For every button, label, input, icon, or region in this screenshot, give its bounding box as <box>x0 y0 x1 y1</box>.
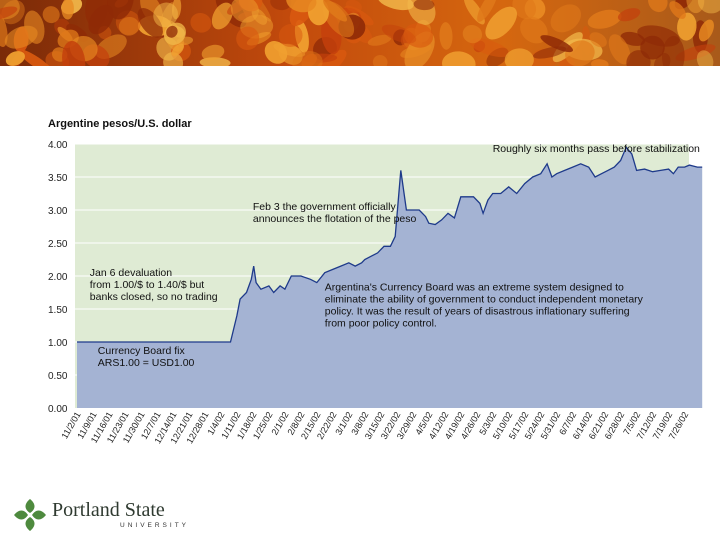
leaf-shape <box>286 0 317 13</box>
leaf-shape <box>344 5 374 26</box>
leaf-shape <box>686 0 705 14</box>
annotation-line: from poor policy control. <box>325 318 437 330</box>
annotation-line: from 1.00/$ to 1.40/$ but <box>90 279 204 291</box>
chart-annotation: Jan 6 devaluation from 1.00/$ to 1.40/$ b… <box>90 267 218 303</box>
leaf-shape <box>504 48 534 66</box>
annotation-line: Jan 6 devaluation <box>90 267 172 279</box>
leaf-shape <box>0 12 8 48</box>
leaf-shape <box>512 0 537 20</box>
logo-university: UNIVERSITY <box>120 522 190 529</box>
leaf-shape <box>62 40 86 66</box>
leaf-shape <box>264 41 288 64</box>
leaf-shape <box>413 0 435 11</box>
leaf-shape <box>617 8 641 22</box>
leaf-shape <box>313 49 347 66</box>
logo-name: Portland State <box>52 499 165 521</box>
leaf-shape <box>485 6 517 40</box>
leaf-shape <box>372 54 388 66</box>
leaf-shape <box>608 34 631 65</box>
chart-annotation: Currency Board fix ARS1.00 = USD1.00 <box>98 345 195 369</box>
leaf-shape <box>88 4 114 35</box>
leaf-shape <box>477 0 498 22</box>
leaf-shape <box>442 51 476 66</box>
y-tick-label: 1.50 <box>48 305 68 316</box>
leaf-shape <box>61 0 74 20</box>
leaf-shape <box>591 59 609 66</box>
leaf-shape <box>118 16 140 36</box>
annotation-line: Feb 3 the government officially <box>253 201 397 213</box>
annotation-line: eliminate the ability of government to c… <box>325 294 644 306</box>
leaf-shape <box>211 2 233 30</box>
leaf-shape <box>648 0 668 13</box>
leaf-shape <box>565 40 595 66</box>
leaf-shape <box>190 12 212 33</box>
leaf-shape <box>696 50 714 66</box>
y-tick-label: 4.00 <box>48 140 68 151</box>
exchange-rate-area <box>77 147 703 409</box>
leaf-shape <box>589 32 607 48</box>
chart-annotation: Roughly six months pass before stabiliza… <box>493 143 700 155</box>
leaf-shape <box>323 0 348 22</box>
y-tick-label: 3.50 <box>48 173 68 184</box>
leaf-shape <box>292 51 323 66</box>
portland-state-logo: Portland State UNIVERSITY <box>12 497 186 533</box>
chart-annotation: Feb 3 the government officially announces… <box>253 201 417 225</box>
annotation-line: banks closed, so no trading <box>90 291 218 303</box>
leaf-shape <box>18 49 55 66</box>
leaf-shape <box>345 0 362 13</box>
leaf-shape <box>0 6 18 21</box>
leaf-shape <box>661 35 685 66</box>
exchange-rate-line <box>77 146 703 343</box>
leaf-shape <box>4 25 38 49</box>
leaf-shape <box>367 34 392 46</box>
y-tick-label: 2.50 <box>48 239 68 250</box>
leaf-shape <box>201 44 225 61</box>
annotation-line: Currency Board fix <box>98 345 186 357</box>
leaf-shape <box>675 44 716 62</box>
leaf-shape <box>278 23 303 48</box>
chart-title: Argentine pesos/U.S. dollar <box>48 118 192 130</box>
leaf-shape <box>550 4 581 33</box>
leaf-shape <box>107 0 134 20</box>
annotation-line: policy. It was the result of years of di… <box>325 306 630 318</box>
autumn-leaves-banner <box>0 0 720 66</box>
leaf-shape <box>230 0 259 23</box>
leaf-shape <box>439 22 453 50</box>
leaf-shape <box>236 26 260 51</box>
leaf-shape <box>677 12 697 41</box>
annotation-line: ARS1.00 = USD1.00 <box>98 357 195 369</box>
psu-emblem-icon <box>14 499 46 531</box>
annotation-line: announces the flotation of the peso <box>253 213 417 225</box>
leaf-shape <box>166 25 178 38</box>
leaf-shape <box>301 53 317 66</box>
y-tick-label: 1.00 <box>48 338 68 349</box>
y-tick-label: 3.00 <box>48 206 68 217</box>
annotation-line: Argentina's Currency Board was an extrem… <box>325 282 624 294</box>
leaf-shape <box>462 24 483 44</box>
leaf-shape <box>640 35 665 60</box>
leaf-shape <box>5 51 25 66</box>
leaf-shape <box>587 9 622 29</box>
leaf-shape <box>137 7 163 38</box>
leaf-shape <box>270 0 292 11</box>
leaf-shape <box>171 43 184 56</box>
chart-annotation: Argentina's Currency Board was an extrem… <box>325 282 644 330</box>
leaf-shape <box>698 19 714 42</box>
annotation-line: Roughly six months pass before stabiliza… <box>493 143 700 155</box>
y-tick-label: 2.00 <box>48 272 68 283</box>
leaf-shape <box>163 52 184 66</box>
leaf-shape <box>42 6 60 24</box>
leaf-shape <box>669 1 686 19</box>
leaf-shape <box>403 23 434 48</box>
y-tick-label: 0.00 <box>48 404 68 415</box>
y-tick-label: 0.50 <box>48 371 68 382</box>
leaf-shape <box>540 35 573 53</box>
leaf-shape <box>697 0 720 14</box>
leaf-shape <box>469 38 510 58</box>
leaf-shape <box>153 2 178 28</box>
leaf-shape <box>377 0 414 11</box>
leaf-shape <box>653 53 671 66</box>
